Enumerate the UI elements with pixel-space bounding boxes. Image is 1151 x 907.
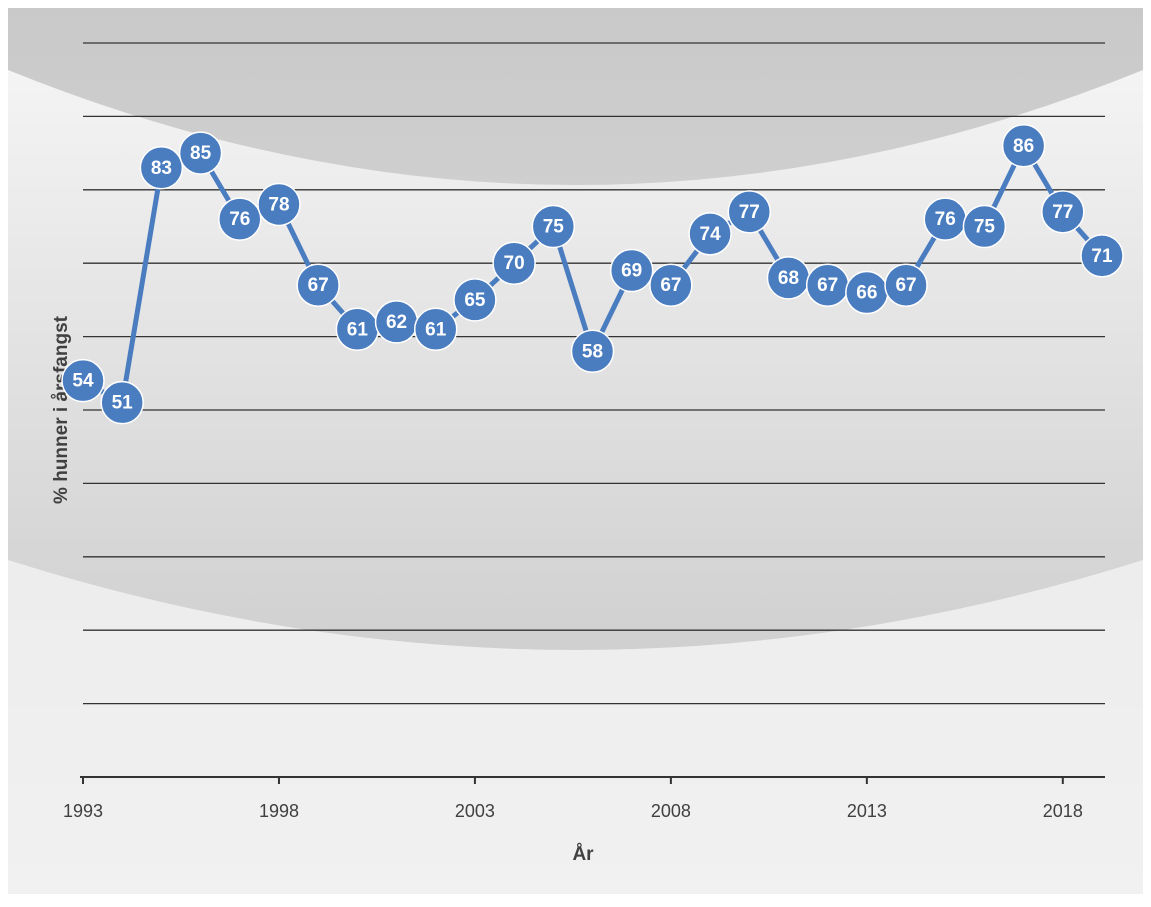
- data-label: 67: [660, 275, 681, 296]
- data-label: 61: [425, 319, 447, 340]
- data-label: 67: [817, 275, 838, 296]
- x-tick-label: 2013: [847, 801, 887, 821]
- marker: [218, 197, 262, 241]
- marker: [962, 204, 1007, 249]
- data-label: 76: [229, 209, 250, 230]
- marker: [649, 263, 693, 307]
- marker: [1001, 124, 1046, 168]
- x-tick-label: 2003: [455, 801, 495, 821]
- data-label: 51: [112, 393, 134, 414]
- x-tick-label: 2008: [651, 801, 691, 821]
- marker: [178, 131, 223, 175]
- background: [8, 8, 1143, 894]
- marker: [413, 307, 458, 352]
- data-label: 54: [72, 371, 94, 392]
- marker: [296, 263, 340, 307]
- data-label: 76: [935, 209, 956, 230]
- marker: [884, 263, 928, 307]
- data-label: 75: [543, 217, 565, 238]
- marker: [61, 358, 105, 403]
- data-label: 83: [151, 158, 172, 179]
- data-label: 69: [621, 261, 642, 282]
- marker: [727, 190, 772, 234]
- x-tick-label: 1998: [259, 801, 299, 821]
- data-label: 62: [386, 312, 407, 333]
- data-label: 77: [1052, 202, 1073, 223]
- x-axis-title: År: [572, 844, 594, 865]
- marker: [688, 212, 732, 256]
- data-label: 86: [1013, 136, 1034, 157]
- data-label: 61: [347, 319, 369, 340]
- marker: [1041, 190, 1085, 234]
- data-label: 58: [582, 341, 603, 362]
- data-label: 68: [778, 268, 799, 289]
- data-label: 78: [268, 194, 289, 215]
- data-label: 66: [856, 283, 877, 304]
- data-label: 77: [739, 202, 760, 223]
- data-label: 74: [700, 224, 722, 245]
- data-label: 65: [464, 290, 486, 311]
- data-label: 70: [504, 253, 525, 274]
- y-axis-title: % hunner i årsfangst: [51, 315, 72, 504]
- data-label: 67: [308, 275, 329, 296]
- marker: [531, 204, 576, 249]
- x-tick-label: 2018: [1043, 801, 1083, 821]
- data-label: 75: [974, 217, 996, 238]
- marker: [1080, 234, 1124, 278]
- marker: [139, 146, 184, 190]
- data-label: 67: [895, 275, 916, 296]
- marker: [100, 380, 144, 425]
- marker: [453, 278, 497, 322]
- marker: [570, 329, 615, 374]
- marker: [609, 248, 654, 293]
- data-label: 85: [190, 143, 212, 164]
- data-label: 71: [1091, 246, 1113, 267]
- x-tick-label: 1993: [63, 801, 103, 821]
- marker: [492, 241, 536, 285]
- marker: [257, 182, 301, 227]
